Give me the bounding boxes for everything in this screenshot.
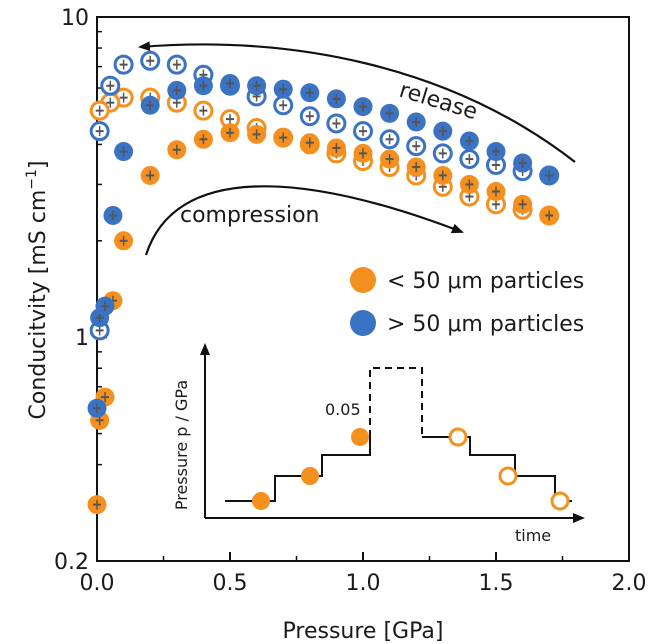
- y-axis-label: Conducitvity [mS cm−1]: [24, 160, 51, 419]
- inset-step-label: 0.05: [325, 400, 361, 419]
- legend: < 50 μm particles > 50 μm particles: [350, 267, 584, 337]
- inset-point-compression-1: [252, 492, 270, 510]
- x-tick-label: 1.5: [479, 571, 514, 596]
- inset-release-line: [422, 436, 572, 502]
- y-tick-label: 0.2: [54, 550, 89, 575]
- legend-marker-orange: [350, 267, 376, 293]
- legend-label-small: < 50 μm particles: [387, 269, 584, 294]
- release-arrow: [138, 41, 576, 163]
- compression-arrow: [144, 185, 464, 256]
- x-axis-label: Pressure [GPa]: [283, 619, 444, 644]
- inset-step-line: [225, 437, 371, 502]
- legend-label-large: > 50 μm particles: [387, 312, 584, 337]
- inset-y-label: Pressure p / GPa: [172, 380, 191, 510]
- legend-marker-blue: [350, 310, 376, 336]
- inset-point-release-3: [550, 491, 570, 511]
- y-tick-label: 10: [61, 6, 89, 31]
- y-tick-label: 1: [75, 326, 89, 351]
- inset-pressure-schematic: Pressure p / GPa time 0.05: [172, 343, 585, 545]
- x-tick-label: 0.5: [213, 571, 248, 596]
- y-axis-label-end: ]: [26, 160, 51, 169]
- inset-point-compression-2: [301, 467, 319, 485]
- y-axis-label-sup: −1: [24, 169, 40, 190]
- y-axis-ticks: 0.2 1 10: [54, 6, 107, 575]
- x-tick-label: 2.0: [612, 571, 647, 596]
- x-tick-label: 1.0: [346, 571, 381, 596]
- x-axis-ticks: 0.0 0.5 1.0 1.5 2.0: [80, 552, 647, 596]
- inset-point-release-1: [448, 427, 468, 447]
- compression-label: compression: [180, 203, 320, 228]
- data-points: [87, 50, 560, 515]
- inset-dashed-peak: [369, 367, 423, 437]
- inset-x-label: time: [515, 526, 551, 545]
- y-axis-label-main: Conducitvity [mS cm: [26, 190, 51, 420]
- x-tick-label: 0.0: [80, 571, 115, 596]
- inset-point-release-2: [498, 466, 518, 486]
- inset-point-compression-3: [351, 428, 369, 446]
